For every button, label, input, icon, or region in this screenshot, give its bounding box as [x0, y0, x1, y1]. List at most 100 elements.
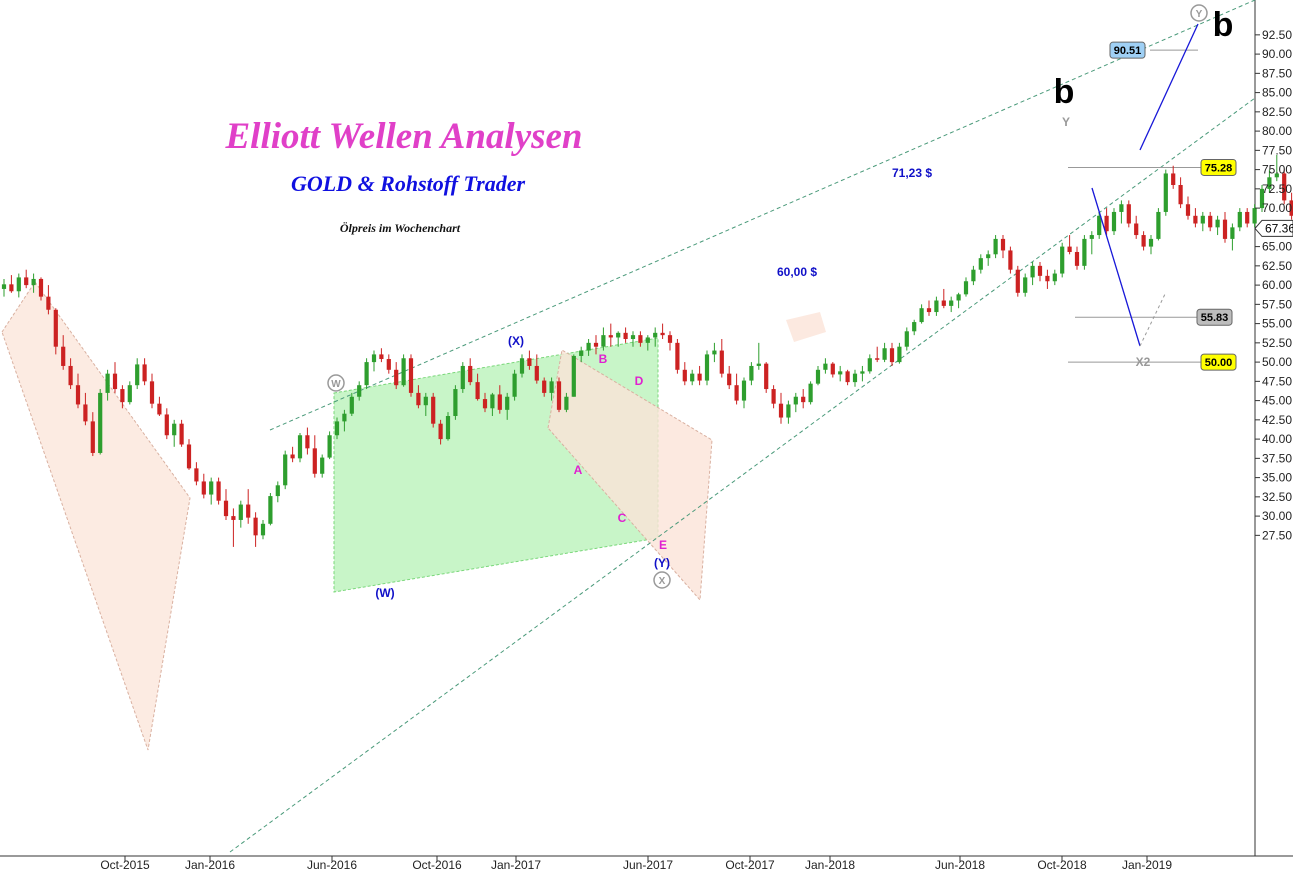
candle-body [342, 413, 347, 422]
price-tag-text: 55.83 [1201, 312, 1229, 324]
candle-body [438, 423, 443, 440]
candle-body [534, 365, 539, 381]
y-tick-label: 42.50 [1262, 413, 1292, 427]
candle [860, 365, 865, 382]
candle-body [1200, 215, 1205, 224]
candle-body [1104, 215, 1109, 232]
last-price-marker: 67.36 [1254, 219, 1293, 237]
candle [579, 346, 584, 363]
candle [1097, 211, 1102, 239]
candle-body [1008, 250, 1013, 270]
candle-body [1134, 223, 1139, 236]
candle [305, 427, 310, 455]
candle-body [371, 354, 377, 363]
candle [971, 265, 976, 286]
candle [342, 409, 347, 432]
candle-body [978, 258, 983, 270]
candle-body [468, 365, 473, 383]
candle [1237, 208, 1242, 232]
y-tick-label: 35.00 [1262, 471, 1292, 485]
y-tick-label: 50.00 [1262, 355, 1292, 369]
candle [564, 392, 569, 413]
candle-body [223, 500, 229, 517]
candle-body [246, 504, 251, 518]
x-tick-label: Jun-2018 [935, 858, 985, 872]
candle [667, 331, 673, 351]
x-tick-label: Jan-2016 [185, 858, 235, 872]
candle [1037, 262, 1043, 282]
candle [638, 331, 643, 347]
candle-body [667, 335, 673, 343]
candle-body [1289, 200, 1293, 216]
candle-body [838, 371, 843, 375]
candle [1134, 215, 1139, 239]
candle-body [1089, 235, 1094, 239]
candle [275, 481, 280, 503]
candle-body [260, 523, 266, 536]
candle-body [956, 294, 961, 301]
candle [904, 327, 909, 351]
candle-body [201, 481, 206, 495]
candle [653, 327, 658, 347]
candle [1052, 269, 1057, 286]
candle-body [571, 355, 576, 397]
svg-text:W: W [331, 379, 341, 390]
candle-body [1141, 235, 1146, 247]
candle-body [1074, 251, 1080, 266]
candle-body [416, 392, 421, 406]
candle [1060, 242, 1065, 278]
candle-body [727, 373, 732, 386]
candle [1193, 208, 1198, 228]
candle [1023, 273, 1028, 297]
candle-body [638, 335, 643, 343]
candle [1274, 154, 1279, 182]
candle [1082, 235, 1087, 270]
circled-y: Y [1190, 4, 1208, 22]
candle [660, 323, 665, 339]
candle-body [24, 277, 29, 286]
candle [1200, 211, 1205, 232]
candle-body [149, 381, 155, 404]
candle-body [105, 373, 110, 393]
wave-label-x2: X2 [1136, 355, 1151, 369]
candle [741, 377, 747, 409]
candle-body [453, 389, 458, 416]
candle-body [349, 396, 354, 414]
wave-label-x: (X) [508, 334, 524, 348]
candle [371, 350, 377, 372]
candle-body [764, 363, 769, 390]
price-label-60: 60,00 $ [777, 265, 817, 279]
price-tag-box [1109, 41, 1146, 59]
candle-body [1119, 204, 1124, 212]
candle [919, 304, 924, 324]
candle-body [934, 300, 939, 313]
candle-body [120, 389, 125, 403]
candle-body [1237, 211, 1242, 228]
candle-body [1259, 188, 1265, 209]
candle [801, 389, 806, 409]
candle-body [815, 369, 821, 384]
candle [630, 331, 636, 347]
candle-body [645, 337, 650, 343]
candle-body [697, 373, 702, 381]
candle [601, 327, 606, 351]
candle [1215, 215, 1220, 236]
projection-up [1139, 23, 1199, 151]
candle [379, 348, 384, 363]
candle [1045, 269, 1050, 289]
candle-body [1163, 173, 1168, 212]
candle [127, 381, 132, 405]
candle-body [157, 403, 162, 415]
price-tag-text: 50.00 [1205, 357, 1233, 369]
candle-body [882, 348, 887, 360]
candle [1141, 231, 1146, 251]
candle [749, 362, 754, 386]
circled-x: X [653, 571, 671, 589]
candle-body [112, 373, 118, 390]
projection-rebound [1139, 291, 1167, 347]
price-tags: 90.51 75.28 55.83 50.00 67.36 [1109, 41, 1293, 371]
wave-label-y: (Y) [654, 556, 670, 570]
candle-body [1156, 211, 1161, 239]
candle [830, 362, 835, 378]
candle [334, 417, 340, 440]
